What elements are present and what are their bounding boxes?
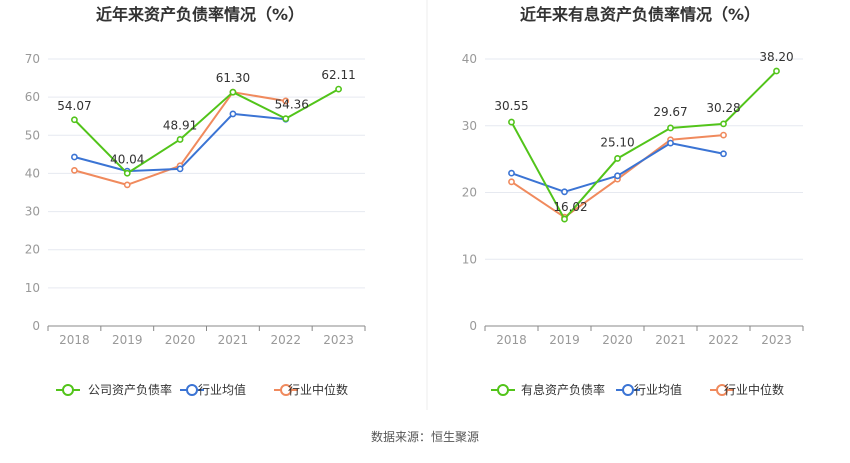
chart1-data-label: 62.11	[321, 68, 355, 82]
chart1-series-1-point	[71, 116, 78, 124]
chart1-data-label: 61.30	[216, 71, 250, 85]
chart1-legend-swatch-marker[interactable]	[62, 384, 74, 396]
chart2-series-1-point	[667, 124, 674, 132]
chart1-series-1-point	[335, 85, 342, 93]
chart2-series-1-point	[614, 155, 621, 162]
chart1-title: 近年来资产负债率情况（%）	[96, 5, 304, 24]
chart2-series-2-point	[561, 188, 568, 196]
chart1-legend-swatch-marker[interactable]	[186, 384, 198, 396]
chart1-series-2-point	[71, 153, 78, 161]
chart2-series-2-point	[508, 169, 515, 177]
chart2-data-label: 30.28	[706, 101, 740, 115]
chart2-series-2-line	[511, 142, 724, 193]
chart2-series-3-point	[720, 131, 727, 139]
chart1-series-2-point	[176, 165, 184, 173]
chart1-legend-label[interactable]: 公司资产负债率	[88, 382, 172, 397]
chart1-x-tick-label: 2018	[59, 333, 90, 347]
chart1-series-1-line	[73, 88, 340, 175]
chart2-y-tick-label: 20	[462, 186, 477, 200]
chart1-y-tick-label: 40	[25, 166, 40, 180]
data-source-note: 数据来源：恒生聚源	[370, 430, 479, 444]
chart1-legend-label[interactable]: 行业中位数	[288, 382, 348, 397]
chart2-legend-swatch-marker[interactable]	[716, 384, 728, 396]
chart2-series-1-point	[508, 118, 515, 126]
chart2-y-tick-label: 10	[462, 252, 477, 266]
chart1-y-tick-label: 10	[25, 281, 40, 295]
chart1-x-tick-label: 2023	[323, 333, 354, 347]
chart1-data-label: 48.91	[163, 118, 197, 132]
chart2-series-1-line	[510, 70, 778, 221]
chart1-legend-label[interactable]: 行业均值	[198, 382, 246, 397]
chart2-x-tick-label: 2022	[708, 333, 739, 347]
chart1-x-tick-label: 2020	[165, 333, 196, 347]
chart1-series-2-point	[229, 110, 237, 118]
chart1-data-label: 40.04	[110, 152, 144, 166]
chart2-data-label: 30.55	[494, 99, 528, 113]
chart1-y-tick-label: 20	[25, 243, 40, 257]
chart2-x-tick-label: 2021	[655, 333, 686, 347]
chart2-data-label: 29.67	[653, 105, 687, 119]
chart1-series-1-point	[282, 115, 290, 123]
chart2-series-2-point	[614, 172, 621, 180]
chart1-y-tick-label: 60	[25, 90, 40, 104]
chart2-x-tick-label: 2023	[761, 333, 792, 347]
chart2-legend-label[interactable]: 行业均值	[634, 382, 682, 397]
chart1-legend-swatch-marker[interactable]	[280, 384, 292, 396]
chart1-y-tick-label: 30	[25, 205, 40, 219]
chart2-y-tick-label: 30	[462, 119, 477, 133]
chart2-series-3-point	[508, 178, 515, 186]
chart2-y-tick-label: 0	[469, 319, 477, 333]
chart1-series-1-point	[176, 136, 184, 143]
chart2-x-tick-label: 2020	[602, 333, 633, 347]
chart1-data-label: 54.36	[275, 98, 309, 112]
chart2-legend-swatch-marker[interactable]	[622, 384, 634, 396]
chart1-x-tick-label: 2021	[218, 333, 249, 347]
chart2-x-tick-label: 2019	[549, 333, 580, 347]
chart2-y-tick-label: 40	[462, 52, 477, 66]
chart1-x-tick-label: 2022	[270, 333, 301, 347]
chart2-legend-label[interactable]: 有息资产负债率	[521, 382, 605, 397]
chart1-series-3-point	[71, 166, 78, 174]
chart1-series-1-point	[123, 169, 131, 177]
chart2-series-1-point	[773, 67, 780, 75]
chart1-series-3-point	[282, 97, 290, 105]
chart2-title: 近年来有息资产负债率情况（%）	[520, 5, 760, 24]
chart2-series-1-point	[561, 215, 568, 223]
chart1-data-label: 54.07	[57, 99, 91, 113]
chart2-legend-swatch-marker[interactable]	[497, 384, 509, 396]
chart2-data-label: 38.20	[759, 50, 793, 64]
chart2-data-label: 16.02	[553, 200, 587, 214]
chart1-y-tick-label: 50	[25, 128, 40, 142]
chart1-y-tick-label: 0	[32, 319, 40, 333]
chart1-x-tick-label: 2019	[112, 333, 143, 347]
chart2-legend-label[interactable]: 行业中位数	[724, 382, 784, 397]
chart1-y-tick-label: 70	[25, 52, 40, 66]
chart2-series-2-point	[720, 150, 727, 158]
chart2-series-1-point	[720, 120, 727, 128]
chart2-data-label: 25.10	[600, 135, 634, 149]
chart1-series-1-point	[229, 88, 237, 96]
chart1-series-3-point	[123, 181, 131, 189]
chart2-x-tick-label: 2018	[496, 333, 527, 347]
chart2-series-2-point	[667, 139, 674, 147]
